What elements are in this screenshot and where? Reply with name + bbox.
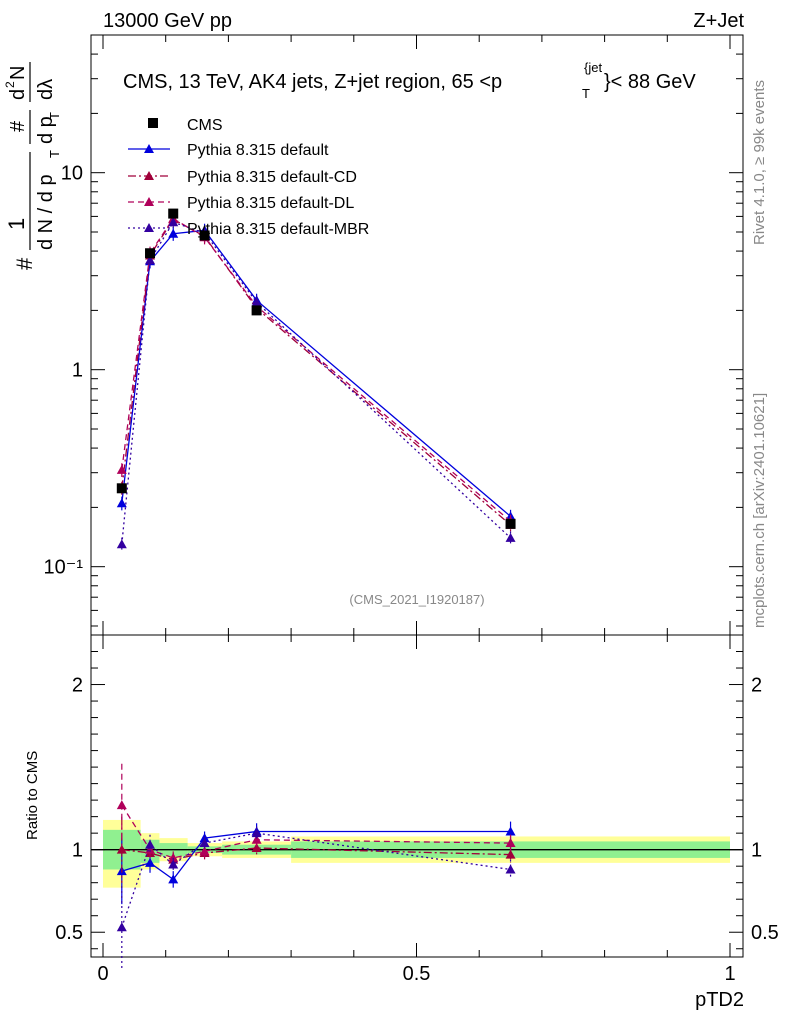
title-superscript: {jet <box>584 60 602 75</box>
legend-marker-default <box>144 144 154 153</box>
legend-label-mbr: Pythia 8.315 default-MBR <box>187 221 369 238</box>
header-right: Z+Jet <box>693 10 744 32</box>
ratio-point-dl <box>505 838 516 848</box>
y-tick-label-ratio-right: 1 <box>751 840 762 862</box>
y-tick-label-main: 1 <box>72 360 83 382</box>
header-left: 13000 GeV pp <box>103 10 232 32</box>
ratio-point-mbr <box>145 839 156 849</box>
ylabel-frac2-den: d p <box>35 116 57 144</box>
ratio-point-mbr <box>116 922 127 932</box>
ylabel-sub-t2: T <box>47 112 62 120</box>
ylabel-frac2-num: # <box>7 120 29 132</box>
main-point-mbr <box>168 217 179 227</box>
ratio-frame <box>90 634 744 958</box>
y-tick-label-ratio-right: 2 <box>751 675 762 697</box>
main-point-mbr <box>251 297 262 307</box>
ratio-point-default <box>145 857 156 867</box>
ratio-ticks: 0 0.5 1 0.5 0.5 1 1 2 2 <box>55 635 779 985</box>
legend-marker-dl <box>144 197 154 206</box>
plot-title: CMS, 13 TeV, AK4 jets, Z+jet region, 65 … <box>123 60 696 101</box>
main-point-cms <box>199 230 210 241</box>
ratio-point-cd <box>505 849 516 859</box>
main-ticks: 10⁻¹ 1 10 <box>44 34 743 635</box>
ylabel-frac1-den: d N / d p <box>35 174 57 250</box>
ratio-panel: 0 0.5 1 0.5 0.5 1 1 2 2 <box>55 634 779 985</box>
ylabel-frac3-num-tail: N <box>7 66 29 80</box>
ratio-point-cd <box>251 843 262 853</box>
x-axis-label: pTD2 <box>695 989 744 1011</box>
x-tick-label: 0 <box>97 963 108 985</box>
y-tick-label-ratio-left: 1 <box>72 840 83 862</box>
ratio-point-mbr <box>168 859 179 869</box>
ratio-point-dl <box>199 846 210 856</box>
main-y-label: # 1 d N / d p T # d p T d 2 N dλ <box>3 62 62 270</box>
y-tick-label-main: 10⁻¹ <box>44 557 84 579</box>
legend-marker-mbr <box>144 223 154 232</box>
side-text-rivet: Rivet 4.1.0, ≥ 99k events <box>751 80 768 245</box>
ratio-line-cd <box>121 847 511 861</box>
ylabel-frac3-den: dλ <box>35 79 57 100</box>
main-point-default <box>168 228 179 238</box>
ratio-line-mbr <box>121 832 511 928</box>
main-point-dl <box>116 464 127 474</box>
legend-label-cms: CMS <box>187 117 223 134</box>
legend-label-cd: Pythia 8.315 default-CD <box>187 169 357 186</box>
ratio-point-mbr <box>199 838 210 848</box>
main-point-mbr <box>505 532 516 542</box>
legend-label-dl: Pythia 8.315 default-DL <box>187 195 354 212</box>
ylabel-sub-t1: T <box>47 150 62 158</box>
ratio-point-mbr <box>505 864 516 874</box>
legend: CMS Pythia 8.315 default Pythia 8.315 de… <box>128 117 369 238</box>
main-point-cms <box>505 518 516 529</box>
ratio-y-label: Ratio to CMS <box>24 751 41 840</box>
ratio-point-dl <box>168 852 179 862</box>
main-line-default <box>121 229 511 517</box>
ratio-point-dl <box>251 834 262 844</box>
ratio-point-default <box>168 874 179 884</box>
legend-marker-cd <box>144 171 154 180</box>
main-line-mbr <box>121 221 511 545</box>
main-panel: 10⁻¹ 1 10 <box>44 34 744 636</box>
main-line-dl <box>121 217 511 522</box>
main-point-cms <box>145 248 156 259</box>
main-point-default <box>116 498 127 508</box>
ratio-point-default <box>505 826 516 836</box>
y-tick-label-main: 10 <box>61 163 83 185</box>
title-tail: }< 88 GeV <box>604 71 696 93</box>
y-tick-label-ratio-left: 2 <box>72 675 83 697</box>
ratio-point-dl <box>116 800 127 810</box>
legend-marker-cms <box>148 118 158 128</box>
ylabel-frac1-num: 1 <box>4 218 29 230</box>
ylabel-frac3-exp: 2 <box>3 81 17 88</box>
ratio-series <box>116 763 516 969</box>
title-subscript: T <box>582 86 590 101</box>
main-line-cd <box>121 218 511 526</box>
main-series <box>116 208 516 552</box>
legend-label-default: Pythia 8.315 default <box>187 142 329 159</box>
analysis-id: (CMS_2021_I1920187) <box>349 592 484 607</box>
y-tick-label-ratio-left: 0.5 <box>55 922 83 944</box>
main-point-mbr <box>145 255 156 265</box>
title-text: CMS, 13 TeV, AK4 jets, Z+jet region, 65 … <box>123 71 502 93</box>
x-tick-label: 0.5 <box>403 963 431 985</box>
ratio-line-dl <box>121 804 511 859</box>
side-text-mcplots: mcplots.cern.ch [arXiv:2401.10621] <box>751 393 768 628</box>
main-point-mbr <box>116 539 127 549</box>
ylabel-prefix: # <box>12 257 37 270</box>
main-point-cms <box>168 208 179 219</box>
y-tick-label-ratio-right: 0.5 <box>751 922 779 944</box>
ylabel-frac3-num: d <box>7 89 29 100</box>
x-tick-label: 1 <box>724 963 735 985</box>
main-point-cms <box>116 483 127 494</box>
main-point-cms <box>251 305 262 316</box>
ratio-line-default <box>121 830 511 881</box>
ratio-point-mbr <box>251 828 262 838</box>
ratio-point-cd <box>116 844 127 854</box>
